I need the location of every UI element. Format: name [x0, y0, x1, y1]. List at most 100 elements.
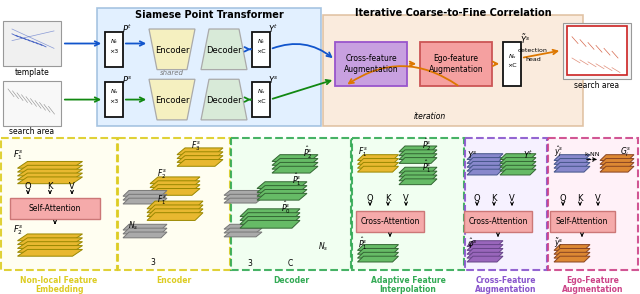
Text: ×C: ×C [256, 49, 266, 54]
Polygon shape [17, 165, 83, 172]
Polygon shape [240, 209, 300, 217]
Polygon shape [17, 169, 83, 176]
Bar [420, 41, 492, 86]
Polygon shape [500, 161, 536, 167]
Text: k-NN: k-NN [584, 152, 600, 157]
Text: ×C: ×C [256, 99, 266, 104]
Polygon shape [257, 190, 307, 196]
Polygon shape [257, 193, 307, 200]
Text: $N_t$: $N_t$ [109, 37, 118, 46]
Polygon shape [17, 238, 83, 245]
Polygon shape [177, 156, 223, 162]
Bar [252, 32, 270, 67]
Text: $Y^t$: $Y^t$ [523, 148, 533, 161]
Text: Adaptive Feature: Adaptive Feature [371, 276, 445, 285]
Polygon shape [177, 152, 223, 158]
Polygon shape [123, 198, 167, 204]
Polygon shape [500, 154, 536, 160]
Text: $\tilde{y}_i^s$: $\tilde{y}_i^s$ [554, 237, 564, 251]
Text: search area: search area [575, 81, 620, 90]
Text: Augmentation: Augmentation [476, 285, 537, 294]
Text: head: head [525, 57, 541, 62]
Polygon shape [554, 248, 590, 254]
Bar [465, 138, 547, 270]
Text: $P^s$: $P^s$ [122, 74, 132, 85]
Polygon shape [147, 201, 203, 209]
Polygon shape [500, 165, 536, 171]
Polygon shape [358, 166, 399, 172]
Text: Augmentation: Augmentation [429, 65, 483, 74]
Polygon shape [467, 241, 503, 247]
Text: Q: Q [560, 194, 566, 203]
Polygon shape [399, 154, 437, 160]
Text: Cross-Attention: Cross-Attention [360, 217, 420, 226]
Polygon shape [399, 167, 437, 173]
Text: detection: detection [518, 48, 548, 53]
Bar [548, 138, 638, 270]
Text: $\hat{P}_2^s$: $\hat{P}_2^s$ [422, 136, 432, 153]
Text: $\hat{\varphi}^s$: $\hat{\varphi}^s$ [467, 236, 477, 251]
Text: Cross-feature: Cross-feature [345, 54, 397, 63]
Polygon shape [150, 185, 200, 191]
Polygon shape [150, 177, 200, 184]
Text: search area: search area [10, 127, 54, 136]
Text: Decoder: Decoder [206, 96, 242, 105]
Polygon shape [467, 165, 503, 171]
Polygon shape [224, 224, 262, 229]
Text: ×3: ×3 [109, 99, 118, 104]
Text: Cross-Feature: Cross-Feature [476, 276, 536, 285]
Text: Self-Attention: Self-Attention [556, 217, 608, 226]
Text: $Y^s$: $Y^s$ [268, 74, 278, 85]
Polygon shape [399, 171, 437, 177]
Bar [550, 211, 615, 232]
Text: $F_2^s$: $F_2^s$ [13, 223, 23, 237]
Polygon shape [358, 256, 399, 262]
Text: $N_s$: $N_s$ [128, 220, 138, 233]
Text: V: V [69, 182, 75, 191]
Polygon shape [399, 150, 437, 156]
Text: $N_s$: $N_s$ [508, 52, 516, 61]
Polygon shape [467, 248, 503, 254]
Bar [503, 41, 521, 86]
Text: $Y^t$: $Y^t$ [268, 23, 278, 35]
Text: K: K [385, 194, 391, 203]
Bar [563, 23, 631, 79]
Polygon shape [467, 161, 503, 167]
Polygon shape [272, 162, 318, 169]
Polygon shape [358, 155, 399, 161]
Text: K: K [47, 182, 52, 191]
Polygon shape [123, 228, 167, 234]
Bar [323, 16, 583, 126]
Bar [105, 32, 123, 67]
Text: shared: shared [160, 71, 184, 76]
Text: K: K [577, 194, 583, 203]
Polygon shape [177, 148, 223, 155]
Polygon shape [17, 245, 83, 252]
Text: Augmentation: Augmentation [563, 285, 624, 294]
Bar [3, 21, 61, 66]
Polygon shape [149, 29, 195, 70]
Text: C: C [287, 259, 292, 268]
Text: template: template [15, 68, 49, 77]
Polygon shape [17, 242, 83, 248]
Polygon shape [554, 155, 590, 161]
Polygon shape [150, 188, 200, 195]
Text: Iterative Coarse-to-Fine Correlation: Iterative Coarse-to-Fine Correlation [355, 8, 551, 18]
Polygon shape [600, 166, 634, 172]
Bar [352, 138, 464, 270]
Polygon shape [358, 158, 399, 164]
Text: 3: 3 [150, 258, 156, 268]
Polygon shape [150, 181, 200, 188]
Text: V: V [509, 194, 515, 203]
Text: Non-local Feature: Non-local Feature [20, 276, 98, 285]
Text: Embedding: Embedding [35, 285, 83, 294]
Text: iteration: iteration [414, 111, 446, 121]
Polygon shape [358, 162, 399, 168]
Polygon shape [224, 198, 262, 203]
Polygon shape [467, 158, 503, 163]
Text: V: V [595, 194, 601, 203]
Bar [231, 138, 351, 270]
Bar [252, 82, 270, 117]
Polygon shape [467, 245, 503, 250]
Text: $\tilde{Y}^s$: $\tilde{Y}^s$ [520, 32, 530, 46]
